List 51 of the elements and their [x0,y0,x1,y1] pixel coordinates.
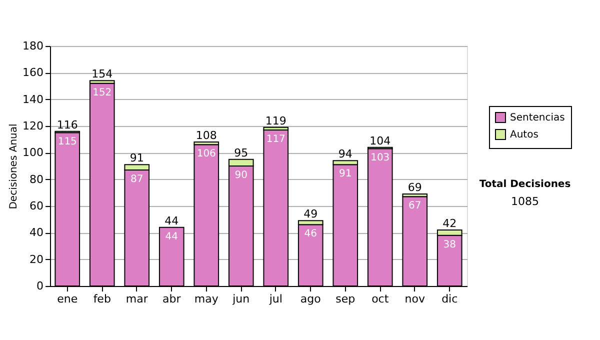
legend-label: Autos [510,130,538,140]
legend-label: Sentencias [510,112,565,124]
total-label: 91 [130,152,144,165]
text: 1085 [511,195,539,208]
total-label: 104 [370,134,391,148]
x-tick-label: jun [232,292,250,306]
y-tick-label: 80 [30,172,44,186]
total-label: 49 [304,208,318,221]
total-label: 94 [338,148,352,161]
x-tick-label: feb [93,292,111,306]
y-axis-title: Decisiones Anual [8,124,20,210]
total-label: 154 [92,68,113,81]
data-label: 115 [58,136,77,148]
data-label: 152 [92,87,112,98]
data-label: 46 [304,228,317,240]
y-tick-label: 20 [30,252,44,266]
data-label: 106 [196,148,216,160]
total-label: 69 [408,181,422,194]
y-tick-label: 180 [22,40,44,52]
data-label: 44 [165,231,178,242]
data-label: 90 [234,170,248,181]
data-label: 117 [266,134,286,145]
total-label: 108 [196,129,217,142]
x-tick-label: mar [126,292,148,306]
y-tick-label: 100 [22,146,44,160]
total-label: 42 [442,217,457,230]
x-tick-label: ago [300,292,322,306]
x-tick-label: may [194,292,219,306]
x-tick-label: dic [442,292,458,306]
x-tick-label: ene [57,292,78,306]
x-tick-label: sep [336,292,356,306]
x-tick-label: abr [162,292,182,306]
total-label: 119 [265,114,286,128]
data-label: 67 [408,200,422,212]
y-tick-label: 0 [36,280,44,292]
y-tick-label: 140 [22,92,44,106]
text: Total Decisiones [479,179,571,190]
total-label: 44 [164,214,179,228]
y-tick-label: 160 [22,66,44,80]
y-tick-label: 60 [30,200,44,212]
total-label: 95 [234,146,248,160]
x-tick-label: oct [372,292,390,306]
total-label: 116 [56,118,78,132]
data-label: 38 [443,239,456,250]
y-tick-label: 120 [22,120,44,132]
x-tick-label: jul [268,292,282,306]
data-label: 91 [339,168,352,180]
data-label: 87 [130,174,144,185]
data-label: 103 [370,152,390,164]
x-tick-label: nov [404,292,426,306]
y-tick-label: 40 [30,226,44,240]
